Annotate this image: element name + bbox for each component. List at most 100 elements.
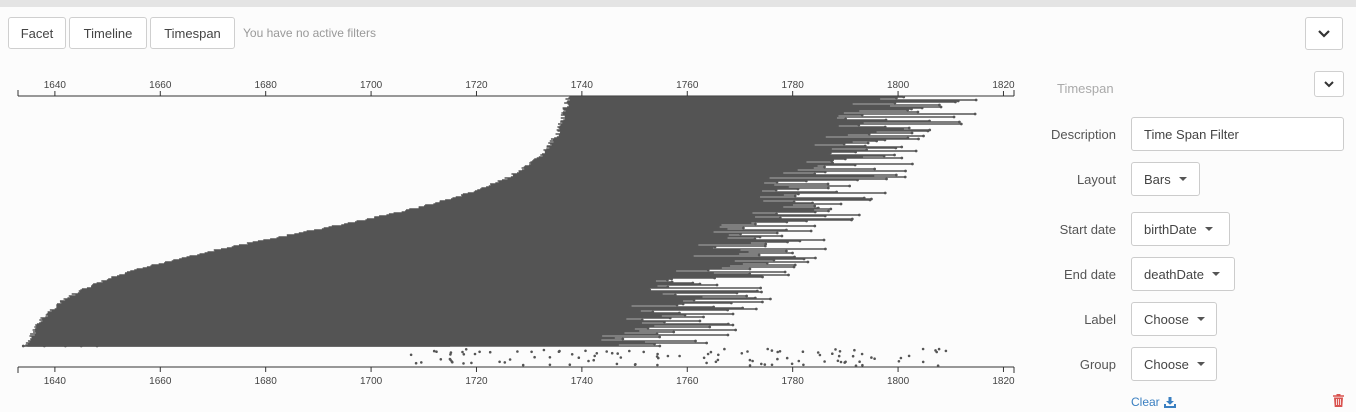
timespan-bars bbox=[21, 95, 978, 348]
group-value: Choose bbox=[1144, 356, 1189, 372]
unmatched-point bbox=[628, 349, 631, 353]
bar-end-point bbox=[678, 311, 681, 315]
bar-end-point bbox=[885, 177, 888, 181]
axis-tick-label: 1740 bbox=[571, 80, 594, 91]
group-label: Group bbox=[1079, 357, 1116, 372]
unmatched-point bbox=[462, 362, 465, 365]
group-select[interactable]: Choose bbox=[1131, 347, 1217, 381]
bar-end-point bbox=[829, 207, 833, 211]
axis-tick-label: 1780 bbox=[782, 376, 805, 387]
bar-end-point bbox=[793, 194, 797, 198]
unmatched-point bbox=[709, 350, 713, 354]
bar-end-point bbox=[691, 281, 695, 285]
bar-end-point bbox=[839, 202, 843, 206]
facet-button[interactable]: Facet bbox=[8, 17, 66, 49]
unmatched-point bbox=[409, 353, 413, 357]
unmatched-point bbox=[843, 361, 846, 364]
delete-button[interactable] bbox=[1333, 394, 1344, 412]
start-date-label: Start date bbox=[1059, 222, 1116, 237]
axis-tick-label: 1680 bbox=[255, 376, 278, 387]
unmatched-point bbox=[516, 350, 519, 353]
unmatched-point bbox=[935, 350, 938, 354]
unmatched-point bbox=[785, 356, 789, 360]
axis-tick-label: 1800 bbox=[887, 376, 910, 387]
bar-end-point bbox=[813, 204, 817, 208]
collapse-settings-button[interactable] bbox=[1314, 71, 1344, 97]
bar-end-point bbox=[775, 231, 779, 235]
label-field-label: Label bbox=[1084, 312, 1116, 327]
timeline-button[interactable]: Timeline bbox=[69, 17, 147, 49]
bar-end-point bbox=[793, 263, 797, 267]
bar-end-point bbox=[813, 224, 817, 228]
bar-end-point bbox=[865, 148, 868, 152]
bar-end-point bbox=[785, 228, 788, 232]
bar-end-point bbox=[806, 260, 810, 264]
bar-end-point bbox=[826, 182, 830, 186]
unmatched-point bbox=[615, 362, 619, 366]
bar-end-point bbox=[959, 122, 963, 126]
unmatched-point bbox=[944, 349, 948, 353]
bar-end-point bbox=[759, 286, 762, 290]
bar-end-point bbox=[658, 335, 661, 339]
bar-end-point bbox=[734, 328, 737, 332]
timespan-button[interactable]: Timespan bbox=[150, 17, 235, 49]
unmatched-point bbox=[823, 360, 826, 363]
unmatched-point bbox=[605, 350, 608, 353]
unmatched-point bbox=[666, 354, 670, 358]
unmatched-point bbox=[897, 360, 901, 363]
unmatched-point bbox=[766, 347, 769, 351]
bar-end-point bbox=[726, 322, 730, 326]
bar-end-point bbox=[928, 128, 932, 132]
end-date-value: deathDate bbox=[1144, 266, 1204, 282]
active-filters-message: You have no active filters bbox=[243, 26, 376, 40]
start-date-select[interactable]: birthDate bbox=[1131, 212, 1230, 246]
bar-end-point bbox=[907, 126, 911, 130]
bar-end-point bbox=[952, 115, 956, 119]
axis-tick-label: 1660 bbox=[149, 80, 172, 91]
clear-link[interactable]: Clear bbox=[1131, 395, 1176, 409]
layout-select[interactable]: Bars bbox=[1131, 162, 1200, 196]
bar-end-point bbox=[783, 270, 787, 274]
unmatched-point bbox=[595, 352, 599, 355]
collapse-panel-button[interactable] bbox=[1305, 17, 1343, 50]
description-label: Description bbox=[1050, 127, 1116, 142]
unmatched-point bbox=[936, 364, 940, 368]
bar-end-point bbox=[731, 323, 735, 327]
bar-end-point bbox=[753, 296, 757, 300]
description-input[interactable]: Time Span Filter bbox=[1131, 117, 1344, 151]
bar-end-point bbox=[894, 173, 898, 177]
timespan-chart[interactable]: 1640 1660 1680 1700 1720 1740 1760 1780 1800 1820… bbox=[0, 0, 1030, 412]
bar-start-point bbox=[21, 344, 25, 348]
bar-end-point bbox=[813, 172, 817, 176]
end-date-label: End date bbox=[1063, 267, 1116, 282]
bar-end-point bbox=[910, 131, 914, 135]
start-date-value: birthDate bbox=[1144, 221, 1197, 237]
bar-end-point bbox=[640, 318, 644, 322]
bar-end-point bbox=[850, 217, 854, 221]
axis-tick-label: 1660 bbox=[149, 376, 172, 387]
unmatched-point bbox=[860, 352, 864, 356]
unmatched-point bbox=[498, 360, 501, 364]
bar-end-point bbox=[884, 118, 888, 122]
bar-end-point bbox=[827, 209, 830, 213]
unmatched-point bbox=[740, 352, 744, 355]
unmatched-point bbox=[462, 353, 466, 356]
end-date-select[interactable]: deathDate bbox=[1131, 257, 1235, 291]
unmatched-point bbox=[657, 356, 660, 360]
unmatched-point bbox=[748, 358, 752, 362]
unmatched-point bbox=[587, 359, 590, 363]
bar-end-point bbox=[883, 191, 887, 195]
caret-down-icon bbox=[1196, 317, 1205, 321]
bar-end-point bbox=[914, 149, 918, 153]
bar-end-point bbox=[769, 297, 772, 301]
unmatched-point bbox=[557, 350, 561, 354]
caret-down-icon bbox=[1204, 227, 1213, 231]
unmatched-point bbox=[530, 350, 533, 354]
unmatched-point bbox=[584, 349, 587, 353]
axis-tick-label: 1740 bbox=[571, 376, 594, 387]
bar-end-point bbox=[670, 280, 674, 284]
label-select[interactable]: Choose bbox=[1131, 302, 1217, 336]
bar-end-point bbox=[900, 156, 904, 160]
unmatched-point bbox=[760, 362, 763, 366]
bar-end-point bbox=[917, 137, 920, 141]
